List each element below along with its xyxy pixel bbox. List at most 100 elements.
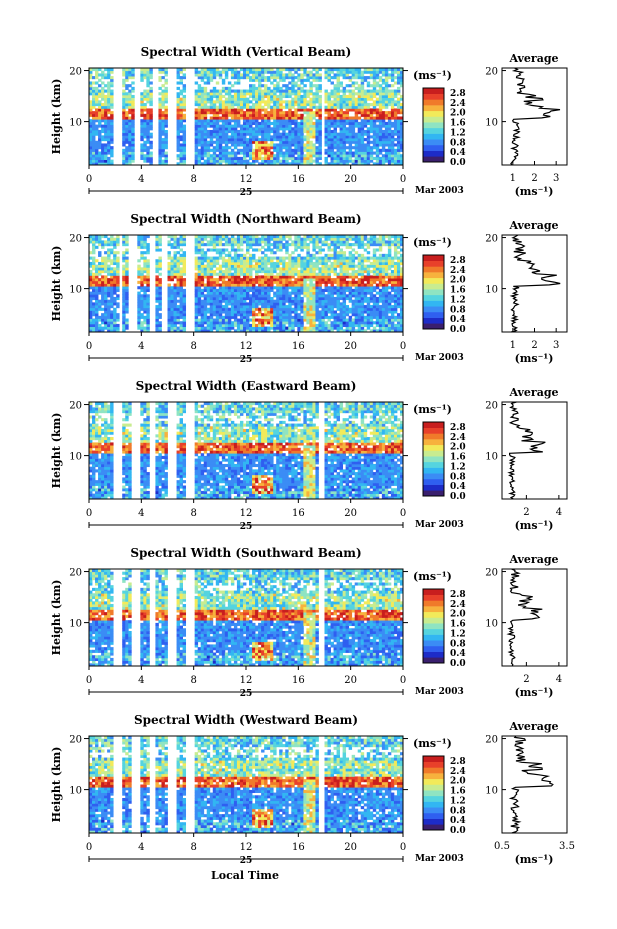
heatmap-cell — [215, 291, 220, 295]
heatmap-cell — [203, 103, 208, 107]
heatmap-cell — [285, 146, 289, 150]
heatmap-cell — [239, 68, 244, 72]
heatmap-cell — [215, 140, 220, 144]
average-y-tick-label: 10 — [485, 118, 498, 129]
heatmap-cell — [110, 286, 114, 290]
heatmap-cell — [173, 296, 177, 301]
heatmap-cell — [387, 84, 392, 88]
heatmap-cell — [164, 159, 168, 163]
heatmap-cell — [104, 315, 108, 319]
heatmap-cell — [300, 113, 304, 117]
heatmap-cell — [261, 156, 265, 161]
heatmap-cell — [203, 124, 208, 128]
heatmap-cell — [249, 116, 253, 120]
heatmap-cell — [297, 307, 301, 311]
heatmap-cell — [279, 326, 283, 330]
heatmap-cell — [273, 237, 277, 241]
heatmap-cell — [267, 275, 271, 279]
heatmap-cell — [276, 143, 280, 147]
heatmap-cell — [101, 154, 105, 158]
heatmap-cell — [146, 296, 150, 301]
heatmap-cell — [194, 129, 199, 134]
heatmap-cell — [242, 302, 247, 306]
heatmap-cell — [104, 235, 108, 239]
heatmap-cell — [387, 68, 392, 72]
heatmap-cell — [384, 84, 389, 88]
heatmap-cell — [89, 302, 93, 306]
heatmap-cell — [297, 291, 301, 295]
heatmap-cell — [375, 159, 380, 163]
heatmap-cell — [291, 272, 295, 276]
heatmap-cell — [203, 138, 208, 142]
heatmap-cell — [227, 97, 232, 101]
heatmap-cell — [221, 323, 226, 328]
heatmap-cell — [143, 121, 147, 125]
heatmap-cell — [255, 313, 259, 317]
heatmap-cell — [170, 291, 174, 295]
heatmap-cell — [300, 73, 304, 77]
heatmap-cell — [351, 127, 356, 131]
heatmap-cell — [137, 321, 141, 325]
heatmap-cell — [300, 240, 304, 244]
heatmap-cell — [372, 92, 377, 96]
heatmap-cell — [306, 116, 310, 120]
heatmap-cell — [161, 119, 165, 123]
heatmap-cell — [95, 315, 99, 319]
heatmap-cell — [200, 78, 205, 82]
colorbar-tick-label: 2.0 — [450, 109, 466, 119]
heatmap-cell — [167, 243, 171, 247]
heatmap-cell — [276, 248, 280, 252]
heatmap-cell — [230, 283, 235, 287]
heatmap-cell — [179, 283, 183, 287]
heatmap-cell — [327, 264, 331, 268]
heatmap-cell — [318, 278, 322, 282]
heatmap-cell — [258, 296, 262, 301]
heatmap-cell — [110, 113, 114, 117]
heatmap-cell — [197, 86, 202, 90]
heatmap-cell — [318, 283, 322, 287]
heatmap-cell — [170, 294, 174, 298]
heatmap-cell — [110, 326, 114, 330]
heatmap-cell — [378, 84, 383, 88]
heatmap-cell — [104, 116, 108, 120]
heatmap-cell — [230, 280, 235, 284]
heatmap-cell — [288, 121, 292, 125]
heatmap-cell — [215, 105, 220, 109]
heatmap-cell — [309, 140, 313, 144]
heatmap-cell — [330, 264, 334, 268]
colorbar-segment — [423, 110, 444, 117]
heatmap-cell — [194, 116, 199, 120]
heatmap-cell — [279, 259, 283, 263]
heatmap-cell — [318, 94, 322, 99]
heatmap-cell — [249, 323, 253, 328]
heatmap-cell — [203, 73, 208, 77]
heatmap-cell — [137, 235, 141, 239]
heatmap-cell — [131, 70, 135, 74]
heatmap-cell — [285, 315, 289, 319]
heatmap-cell — [101, 89, 105, 93]
heatmap-cell — [282, 280, 286, 284]
heatmap-cell — [285, 121, 289, 125]
heatmap-cell — [137, 286, 141, 290]
heatmap-cell — [399, 68, 404, 72]
heatmap-cell — [203, 288, 208, 292]
heatmap-cell — [318, 267, 322, 271]
heatmap-cell — [227, 323, 232, 328]
heatmap-cell — [246, 286, 250, 290]
heatmap-cell — [282, 119, 286, 123]
heatmap-cell — [242, 278, 247, 282]
heatmap-cell — [203, 307, 208, 311]
heatmap-cell — [264, 78, 268, 82]
heatmap-cell — [291, 135, 295, 139]
heatmap-cell — [179, 310, 183, 314]
heatmap-cell — [264, 113, 268, 117]
heatmap-cell — [125, 127, 129, 131]
heatmap-cell — [95, 68, 99, 72]
heatmap-cell — [363, 159, 368, 163]
heatmap-cell — [246, 68, 250, 72]
heatmap-cell — [249, 148, 253, 152]
heatmap-cell — [179, 313, 183, 317]
heatmap-cell — [384, 78, 389, 82]
heatmap-cell — [333, 103, 337, 107]
heatmap-cell — [101, 286, 105, 290]
